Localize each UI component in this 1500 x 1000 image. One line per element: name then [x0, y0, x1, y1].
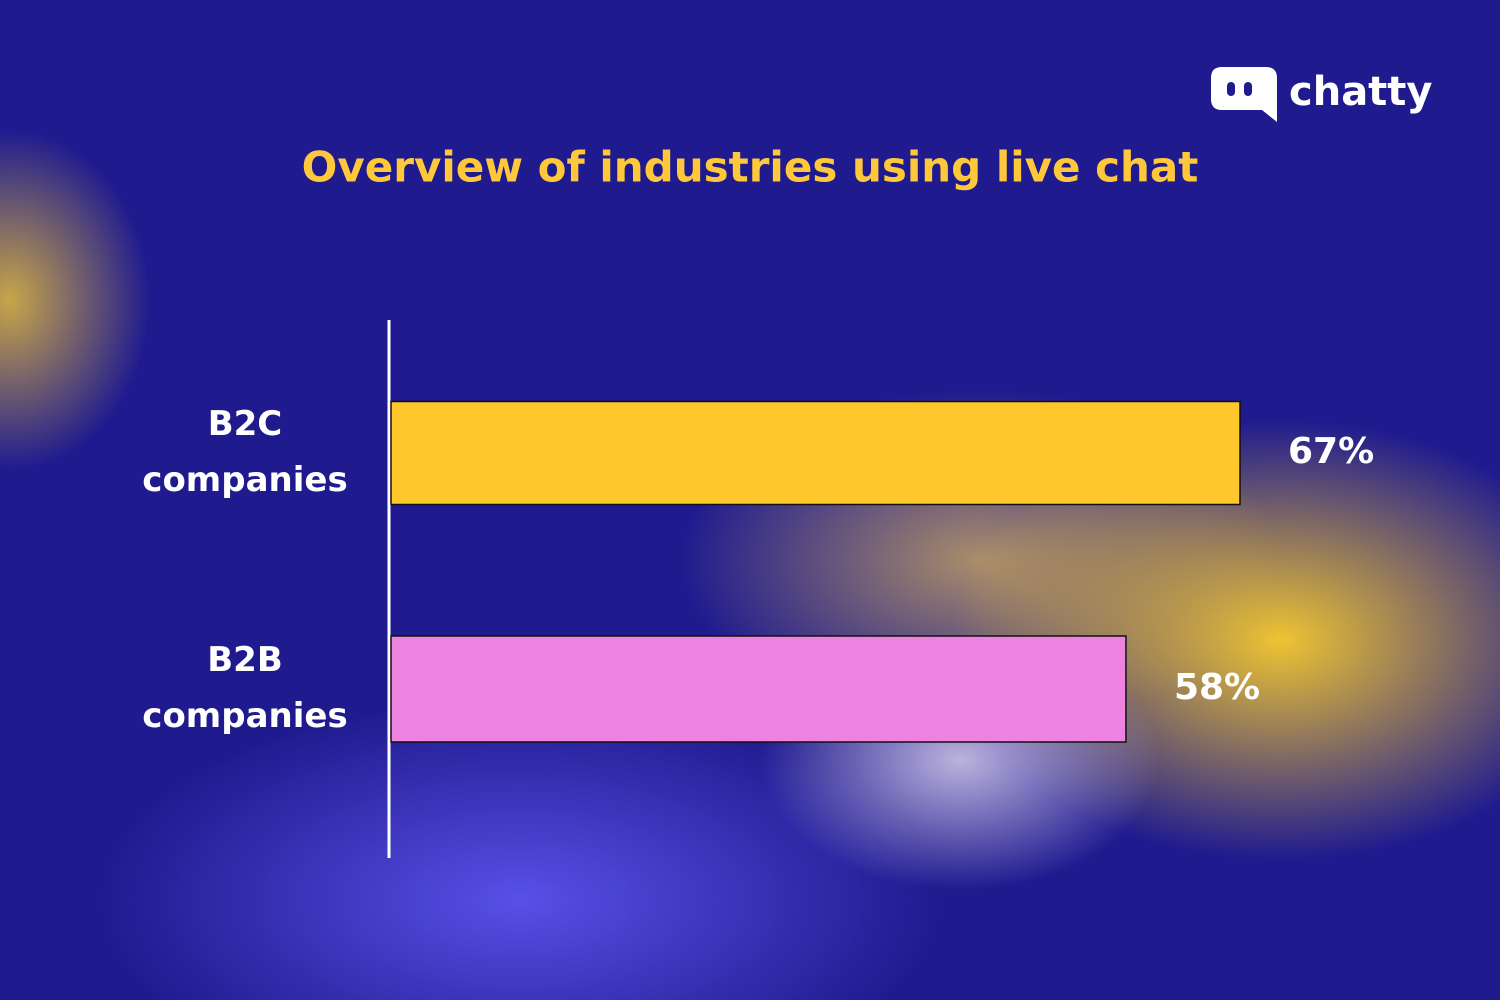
bar: [390, 635, 1127, 743]
logo-text: chatty: [1289, 69, 1433, 115]
bar: [390, 400, 1241, 506]
chart-title: Overview of industries using live chat: [302, 143, 1199, 192]
logo-icon: [1211, 67, 1277, 122]
value-label: 67%: [1288, 431, 1374, 472]
logo-dot: [1244, 82, 1252, 96]
category-label: B2B companies: [142, 640, 348, 736]
logo: chatty: [1211, 67, 1433, 122]
logo-dot: [1227, 82, 1235, 96]
value-label: 58%: [1174, 667, 1260, 708]
category-label: B2C companies: [142, 404, 348, 500]
